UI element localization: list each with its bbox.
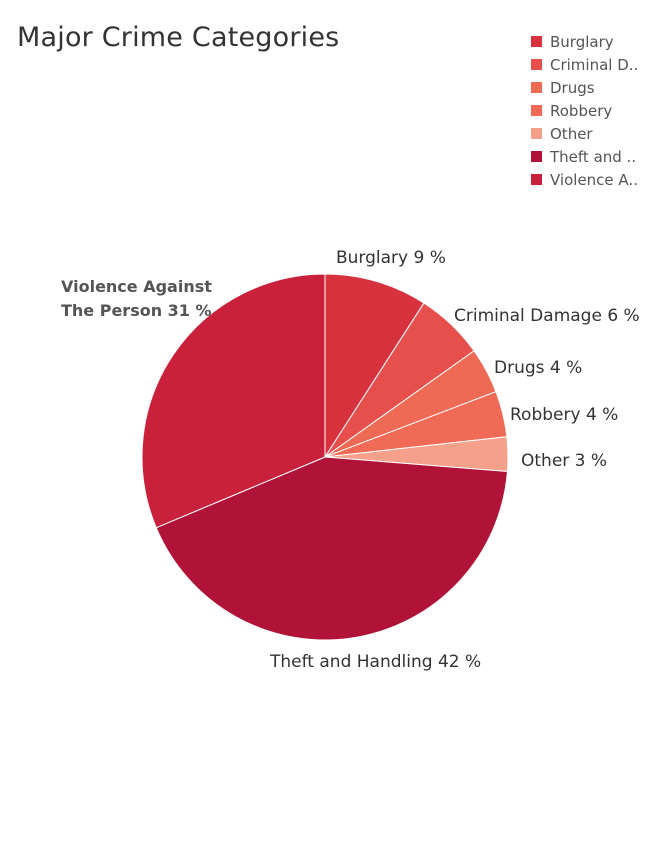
slice-label-violence-line1: Violence Against bbox=[61, 277, 212, 296]
legend-item-burglary[interactable]: Burglary bbox=[531, 30, 646, 53]
legend-swatch-burglary bbox=[531, 36, 542, 47]
legend-item-theft[interactable]: Theft and .. bbox=[531, 145, 646, 168]
legend-label-robbery: Robbery bbox=[550, 101, 613, 120]
legend-item-robbery[interactable]: Robbery bbox=[531, 99, 646, 122]
legend-label-drugs: Drugs bbox=[550, 78, 595, 97]
chart-title: Major Crime Categories bbox=[17, 22, 340, 53]
legend-item-violence[interactable]: Violence A.. bbox=[531, 168, 646, 191]
legend-label-other: Other bbox=[550, 124, 593, 143]
legend-swatch-theft bbox=[531, 151, 542, 162]
legend-swatch-robbery bbox=[531, 105, 542, 116]
slice-label-other: Other 3 % bbox=[521, 451, 607, 471]
legend-swatch-criminal-damage bbox=[531, 59, 542, 70]
slice-label-robbery: Robbery 4 % bbox=[510, 405, 618, 425]
legend-label-theft: Theft and .. bbox=[550, 147, 637, 166]
legend-item-other[interactable]: Other bbox=[531, 122, 646, 145]
slice-label-burglary: Burglary 9 % bbox=[336, 248, 446, 268]
legend-swatch-drugs bbox=[531, 82, 542, 93]
legend-label-violence: Violence A.. bbox=[550, 170, 638, 189]
slice-label-criminal-damage: Criminal Damage 6 % bbox=[454, 306, 640, 326]
legend-swatch-other bbox=[531, 128, 542, 139]
legend-swatch-violence bbox=[531, 174, 542, 185]
pie-slice-burglary[interactable] bbox=[324, 273, 425, 459]
pie-slice-violence-against-the-person[interactable] bbox=[141, 273, 326, 529]
legend-item-drugs[interactable]: Drugs bbox=[531, 76, 646, 99]
slice-label-theft: Theft and Handling 42 % bbox=[269, 652, 481, 672]
legend-item-criminal-damage[interactable]: Criminal D.. bbox=[531, 53, 646, 76]
slice-label-violence-line2: The Person 31 % bbox=[61, 301, 212, 320]
legend-label-burglary: Burglary bbox=[550, 32, 614, 51]
legend: Burglary Criminal D.. Drugs Robbery Othe… bbox=[531, 30, 646, 191]
pie-slice-theft-and-handling[interactable] bbox=[155, 456, 508, 641]
slice-label-drugs: Drugs 4 % bbox=[494, 358, 582, 378]
legend-label-criminal-damage: Criminal D.. bbox=[550, 55, 639, 74]
pie-slices bbox=[141, 273, 509, 641]
